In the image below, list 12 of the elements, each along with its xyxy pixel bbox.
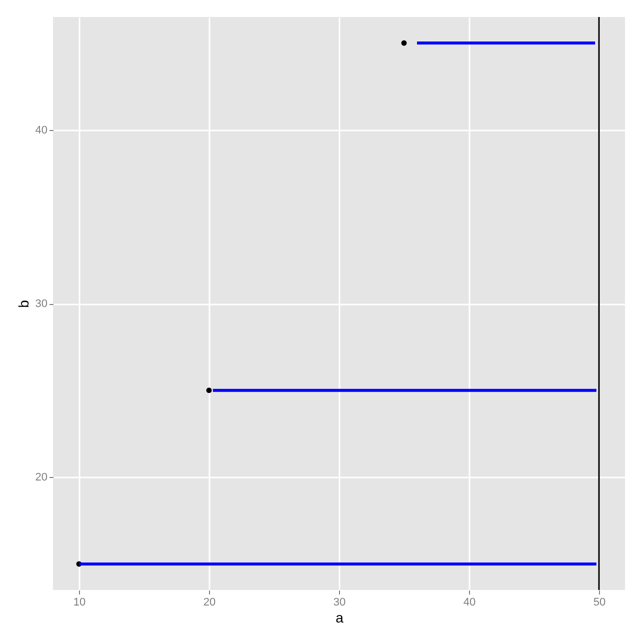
x-tick-label: 40 (463, 596, 476, 608)
x-axis-title: a (336, 610, 344, 626)
point (401, 40, 407, 46)
y-tick-label: 40 (35, 124, 48, 136)
y-axis-title: b (15, 300, 32, 308)
y-tick-label: 30 (35, 298, 48, 310)
x-tick-label: 30 (333, 596, 346, 608)
y-tick-label: 20 (35, 472, 48, 484)
x-tick-label: 50 (593, 596, 606, 608)
x-tick-label: 20 (203, 596, 216, 608)
point (206, 388, 212, 394)
x-tick-label: 10 (73, 596, 86, 608)
